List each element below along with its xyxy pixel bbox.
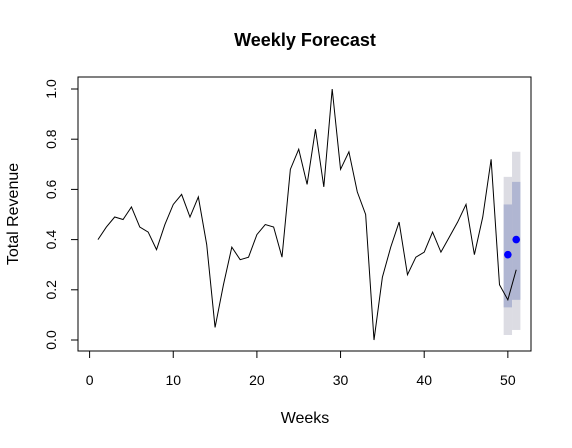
x-tick-label-3: 30 bbox=[333, 372, 349, 388]
y-tick-label-4: 0.8 bbox=[43, 129, 59, 149]
x-tick-label-5: 50 bbox=[500, 372, 516, 388]
plot-frame bbox=[77, 76, 532, 352]
x-tick-label-4: 40 bbox=[416, 372, 432, 388]
forecast-points bbox=[504, 235, 521, 259]
x-tick-label-0: 0 bbox=[86, 372, 94, 388]
y-axis: 0.0 0.2 0.4 0.6 0.8 1.0 bbox=[43, 79, 79, 350]
forecast-point-1 bbox=[512, 235, 521, 244]
y-tick-label-3: 0.6 bbox=[43, 179, 59, 199]
y-tick-label-2: 0.4 bbox=[43, 230, 59, 250]
y-tick-label-5: 1.0 bbox=[43, 79, 59, 99]
forecast-point-0 bbox=[504, 250, 512, 259]
y-tick-label-0: 0.0 bbox=[43, 330, 59, 350]
x-axis: 0 10 20 30 40 50 bbox=[86, 350, 516, 388]
series-line-0 bbox=[97, 88, 517, 341]
y-axis-title: Total Revenue bbox=[5, 163, 22, 265]
series-lines bbox=[97, 88, 517, 341]
x-tick-label-1: 10 bbox=[165, 372, 181, 388]
forecast-interval-bands bbox=[503, 151, 521, 335]
y-tick-label-1: 0.2 bbox=[43, 280, 59, 300]
x-axis-title: Weeks bbox=[281, 410, 330, 427]
x-tick-label-2: 20 bbox=[249, 372, 265, 388]
chart-title: Weekly Forecast bbox=[234, 30, 376, 50]
